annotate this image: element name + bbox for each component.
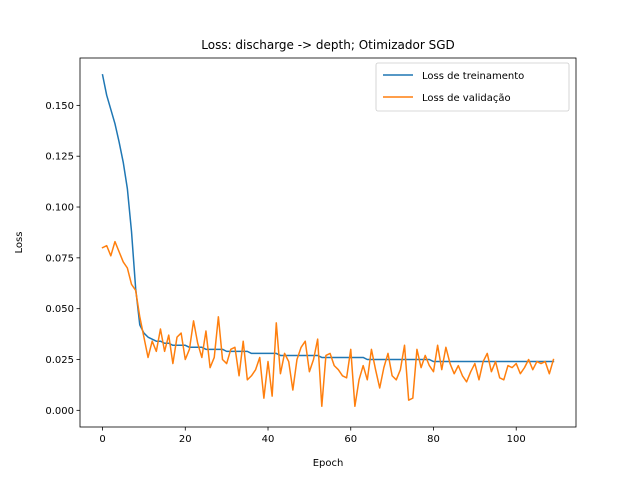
y-tick-label: 0.050 (45, 304, 74, 315)
x-tick-label: 60 (344, 434, 357, 445)
y-tick-label: 0.075 (45, 253, 74, 264)
x-tick-label: 100 (507, 434, 526, 445)
y-axis-title: Loss (14, 232, 25, 254)
x-tick-label: 20 (179, 434, 192, 445)
series-layer (101, 73, 555, 408)
legend-box (375, 62, 570, 112)
series-line-validation (101, 240, 555, 408)
y-tick-label: 0.125 (45, 152, 74, 163)
series-line-training (101, 73, 555, 363)
plot-frame (79, 57, 577, 428)
x-tick-label: 80 (427, 434, 440, 445)
chart-title: Loss: discharge -> depth; Otimizador SGD (201, 38, 454, 52)
legend: Loss de treinamento Loss de validação (375, 62, 570, 112)
x-tick-label: 40 (262, 434, 275, 445)
y-tick-label: 0.150 (45, 101, 74, 112)
x-axis-title: Epoch (313, 458, 344, 469)
plot-area (79, 57, 577, 428)
y-tick-label: 0.025 (45, 355, 74, 366)
plot-background (80, 58, 576, 427)
legend-label-training: Loss de treinamento (422, 71, 524, 82)
x-tick-label: 0 (99, 434, 105, 445)
x-axis: 0 20 40 60 80 100 (99, 427, 526, 445)
y-tick-label: 0.000 (45, 406, 74, 417)
legend-label-validation: Loss de validação (422, 93, 511, 104)
y-tick-label: 0.100 (45, 203, 74, 214)
y-axis: 0.000 0.025 0.050 0.075 0.100 0.125 0.150 (45, 101, 80, 417)
